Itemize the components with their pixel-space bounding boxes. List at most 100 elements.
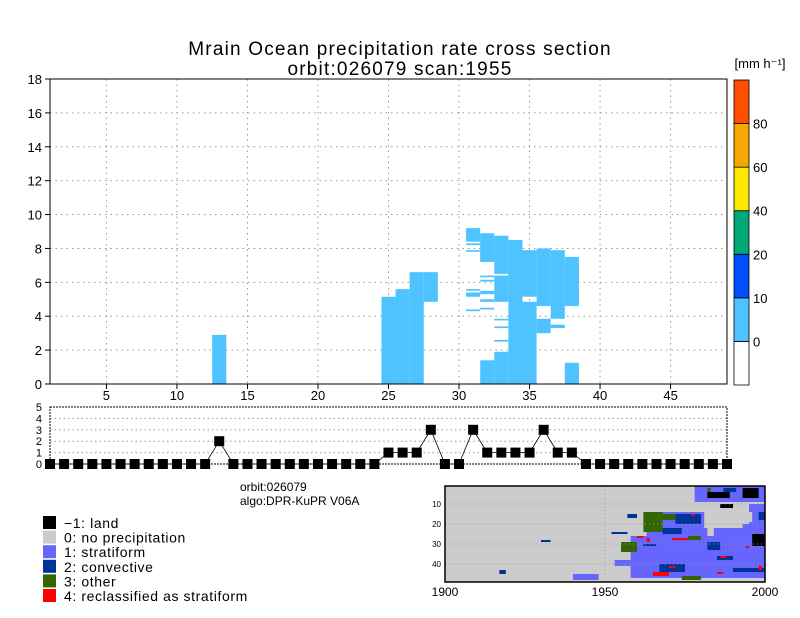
rain-type-marker	[171, 459, 182, 469]
map-cell-class-3	[707, 488, 711, 492]
rain-type-marker	[538, 424, 549, 435]
precip-cell	[550, 324, 565, 329]
rain-type-marker	[665, 459, 676, 469]
x-tick-label: 1950	[592, 585, 619, 599]
map-cell-class-2	[611, 532, 628, 534]
x-tick-label: 20	[311, 388, 325, 403]
rain-type-marker	[637, 459, 648, 469]
rain-type-marker	[298, 459, 309, 469]
legend-label: 0: no precipitation	[64, 530, 186, 546]
map-cell-class-4	[637, 536, 644, 538]
plot-frame	[49, 406, 728, 465]
y-tick-label: 14	[28, 140, 42, 155]
map-cell-class-4	[720, 556, 727, 558]
x-tick-label: 1900	[432, 585, 459, 599]
rain-type-marker	[312, 459, 323, 469]
rain-type-marker	[129, 459, 140, 469]
rain-type-marker	[595, 459, 606, 469]
x-tick-label: 25	[381, 388, 395, 403]
rain-type-marker	[157, 459, 168, 469]
precip-cell	[494, 351, 509, 384]
legend-label: 4: reclassified as stratiform	[64, 588, 248, 604]
x-tick-label: 45	[663, 388, 677, 403]
rain-type-marker	[369, 459, 380, 469]
rain-type-marker	[45, 459, 55, 469]
y-tick-label: 16	[28, 106, 42, 121]
rain-type-marker	[609, 459, 620, 469]
precip-cell	[212, 334, 227, 384]
rain-type-marker	[623, 459, 634, 469]
rain-type-marker	[679, 459, 690, 469]
map-cell-class--1	[720, 504, 733, 508]
rain-type-marker	[270, 459, 281, 469]
x-tick-label: 5	[103, 388, 110, 403]
rain-type-marker	[482, 447, 493, 458]
map-cell-class-4	[646, 538, 650, 542]
map-cell-class-4	[691, 514, 695, 516]
x-tick-label: 35	[522, 388, 536, 403]
orbit-label: orbit:026079	[240, 480, 307, 494]
legend-swatch	[43, 574, 56, 588]
rain-type-marker	[383, 447, 394, 458]
precip-cell	[466, 250, 481, 252]
map-cell-class-3	[688, 536, 701, 540]
precip-cell	[466, 309, 481, 312]
rain-type-marker	[87, 459, 98, 469]
precip-cell	[466, 228, 481, 242]
map-cell-class--1	[752, 534, 765, 546]
precip-cell	[494, 235, 509, 274]
precip-cell	[508, 239, 523, 384]
precip-cell	[466, 292, 481, 297]
colorbar-label: 20	[753, 247, 767, 262]
rain-type-marker	[580, 459, 591, 469]
precip-cell	[494, 275, 509, 302]
rain-type-marker	[228, 459, 239, 469]
x-tick-label: 2000	[752, 585, 779, 599]
rain-type-marker	[143, 459, 154, 469]
map-cell-class-2	[662, 528, 682, 534]
y-tick-label: 40	[432, 560, 441, 569]
cross-section-plot: 5 10 15 20 25 30 35 40 45 0 2 4 6 8 10 12 14 16 18	[28, 72, 728, 403]
map-cell-class-3	[681, 576, 701, 580]
map-cell-class-2	[541, 540, 551, 542]
rain-type-marker	[425, 424, 436, 435]
precip-cell	[522, 250, 537, 297]
precip-cell	[480, 299, 495, 302]
y-tick-label: 4	[36, 413, 42, 425]
rain-type-marker	[101, 459, 112, 469]
rain-type-marker	[59, 459, 70, 469]
map-cell-class-1	[614, 560, 631, 566]
precip-cell	[480, 233, 495, 262]
x-tick-label: 15	[240, 388, 254, 403]
rain-type-marker	[468, 424, 479, 435]
precip-cell	[466, 243, 481, 246]
y-tick-label: 10	[432, 500, 441, 509]
y-tick-label: 10	[28, 208, 42, 223]
colorbar-label: 40	[753, 204, 767, 219]
legend-label: 1: stratiform	[64, 544, 146, 560]
map-cell-class-4	[672, 538, 689, 540]
map-cell-class-2	[707, 542, 721, 550]
precip-cell	[550, 250, 565, 319]
legend-swatch	[43, 545, 56, 559]
precip-cell	[395, 289, 410, 384]
colorbar-label: 80	[753, 117, 767, 132]
rain-type-marker	[439, 459, 450, 469]
map-cell-class-0	[729, 512, 753, 522]
colorbar: 0 10 20 40 60 80	[733, 79, 767, 386]
y-tick-label: 4	[35, 309, 42, 324]
map-cell-class-2	[643, 544, 657, 546]
map-cell-class-2	[499, 570, 506, 574]
precip-cell	[381, 296, 396, 384]
y-tick-label: 3	[36, 425, 42, 437]
x-tick-label: 10	[170, 388, 184, 403]
rain-type-marker	[524, 447, 535, 458]
rain-type-marker	[327, 459, 338, 469]
precip-cell	[522, 301, 537, 384]
precip-cell	[480, 290, 495, 295]
legend-label: −1: land	[64, 515, 119, 531]
y-tick-label: 1	[36, 448, 42, 460]
precip-cell	[466, 289, 481, 291]
rain-type-marker	[397, 447, 408, 458]
